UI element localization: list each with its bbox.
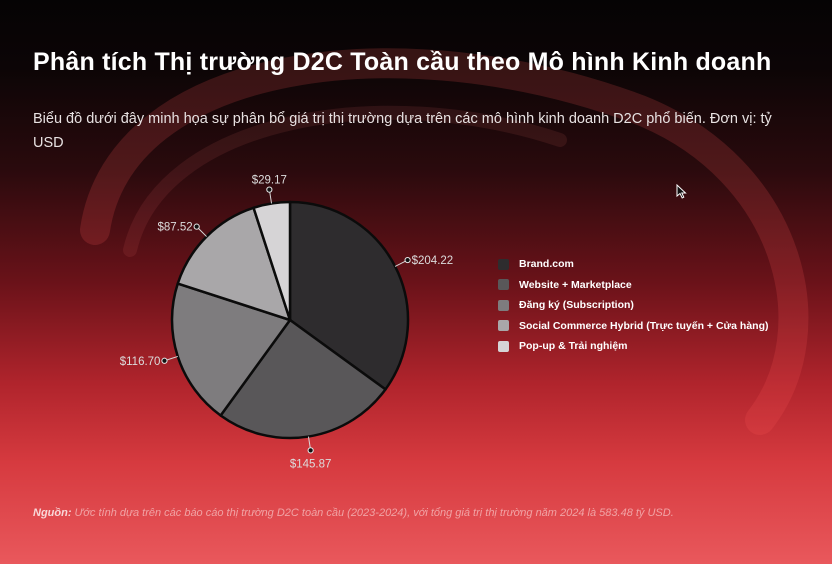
legend-label: Social Commerce Hybrid (Trực tuyến + Cửa… xyxy=(519,319,769,332)
pie-slice-5 xyxy=(252,200,292,322)
legend-swatch xyxy=(498,279,509,291)
legend-swatch xyxy=(498,320,509,332)
pie-slice-1 xyxy=(288,200,410,391)
legend-item: Social Commerce Hybrid (Trực tuyến + Cửa… xyxy=(498,316,768,337)
page-title: Phân tích Thị trường D2C Toàn cầu theo M… xyxy=(33,48,772,76)
data-label-5: $29.17 xyxy=(252,175,287,187)
legend-item: Website + Marketplace xyxy=(498,275,768,296)
legend-item: Pop-up & Trải nghiệm xyxy=(498,336,768,357)
legend-swatch xyxy=(498,258,509,270)
legend-swatch xyxy=(498,340,509,352)
leader-dot-5 xyxy=(266,186,273,193)
pie-slice-3 xyxy=(170,282,292,417)
legend-swatch xyxy=(498,299,509,311)
page-subtitle: Biểu đồ dưới đây minh họa sự phân bổ giá… xyxy=(33,111,772,151)
legend-item: Brand.com xyxy=(498,254,768,275)
legend-label: Đăng ký (Subscription) xyxy=(519,299,634,312)
legend-label: Pop-up & Trải nghiệm xyxy=(519,340,628,353)
source-note: Nguồn: Ước tính dựa trên các báo cáo thị… xyxy=(33,507,823,519)
mouse-cursor-icon xyxy=(676,184,687,199)
source-label: Nguồn: xyxy=(33,507,72,519)
leader-dot-4 xyxy=(193,223,200,230)
data-label-4: $87.52 xyxy=(157,222,192,234)
leader-dot-3 xyxy=(161,357,168,364)
data-label-3: $116.70 xyxy=(120,356,161,368)
legend-label: Brand.com xyxy=(519,258,574,271)
legend-label: Website + Marketplace xyxy=(519,278,632,291)
data-label-1: $204.22 xyxy=(412,255,454,267)
leader-dot-1 xyxy=(404,256,411,264)
leader-dot-2 xyxy=(307,447,314,454)
source-text: Ước tính dựa trên các báo cáo thị trường… xyxy=(71,507,674,519)
legend-item: Đăng ký (Subscription) xyxy=(498,295,768,316)
data-label-2: $145.87 xyxy=(290,458,332,470)
pie-slice-2 xyxy=(219,318,387,440)
chart-legend: Brand.com Website + Marketplace Đăng ký (S… xyxy=(498,254,768,357)
